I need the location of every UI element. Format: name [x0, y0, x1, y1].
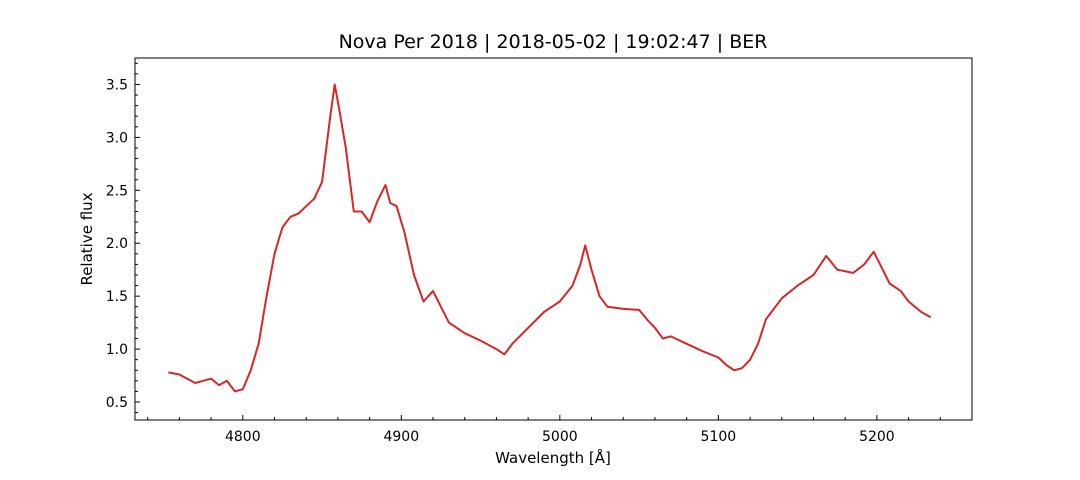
axis-ticks: 4800 4900 5000 5100 5200 0.5 1.0 1.5 2.0 2.5 3.0 3.… [106, 62, 941, 445]
axes-frame [134, 57, 973, 421]
y-tick-label: 0.5 [106, 395, 128, 411]
chart-title: Nova Per 2018 | 2018-05-02 | 19:02:47 | … [339, 31, 768, 53]
y-tick-label: 1.0 [106, 342, 128, 358]
x-axis-label: Wavelength [Å] [495, 448, 611, 467]
x-tick-label: 5000 [542, 429, 578, 445]
y-tick-label: 1.5 [106, 289, 128, 305]
y-tick-label: 2.0 [106, 236, 128, 252]
plot-area [168, 83, 932, 393]
spectrum-line-0 [168, 83, 932, 393]
y-tick-label: 3.0 [106, 130, 128, 146]
y-tick-label: 3.5 [106, 77, 128, 93]
x-tick-label: 4900 [383, 429, 419, 445]
y-axis-label: Relative flux [78, 192, 96, 285]
x-tick-label: 5200 [859, 429, 895, 445]
x-tick-label: 4800 [225, 429, 261, 445]
x-tick-label: 5100 [701, 429, 737, 445]
y-tick-label: 2.5 [106, 183, 128, 199]
